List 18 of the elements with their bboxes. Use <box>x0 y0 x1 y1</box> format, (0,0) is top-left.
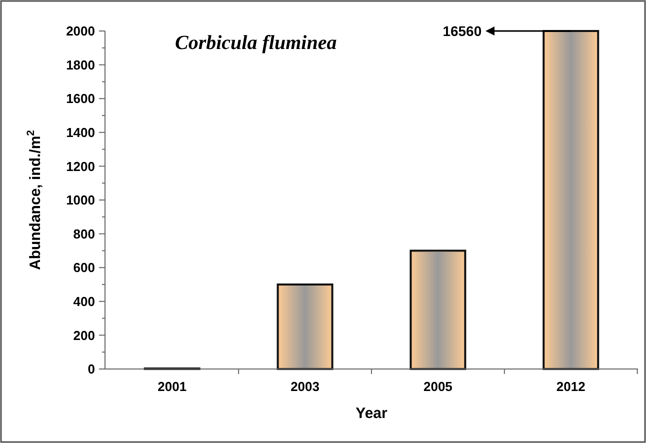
x-tick-label: 2005 <box>424 379 452 394</box>
y-tick-label: 1000 <box>66 192 95 208</box>
x-tick-label: 2003 <box>290 379 320 394</box>
y-tick-label: 1600 <box>66 91 95 106</box>
chart-title: Corbicula fluminea <box>175 32 337 54</box>
y-tick-label: 1200 <box>66 158 95 174</box>
y-tick-label: 600 <box>73 260 95 276</box>
x-tick-label: 2001 <box>158 379 187 394</box>
y-tick-label: 200 <box>73 328 95 343</box>
x-tick-label: 2012 <box>556 379 586 394</box>
y-tick-label: 800 <box>73 226 95 242</box>
y-tick-label: 400 <box>73 294 95 309</box>
y-tick-label: 1400 <box>66 124 95 140</box>
y-tick-label: 1800 <box>66 57 95 72</box>
y-tick-label: 2000 <box>66 24 95 39</box>
x-axis-title: Year <box>356 405 388 422</box>
annotation: 16560 <box>442 22 482 39</box>
y-tick-label: 0 <box>88 362 95 377</box>
